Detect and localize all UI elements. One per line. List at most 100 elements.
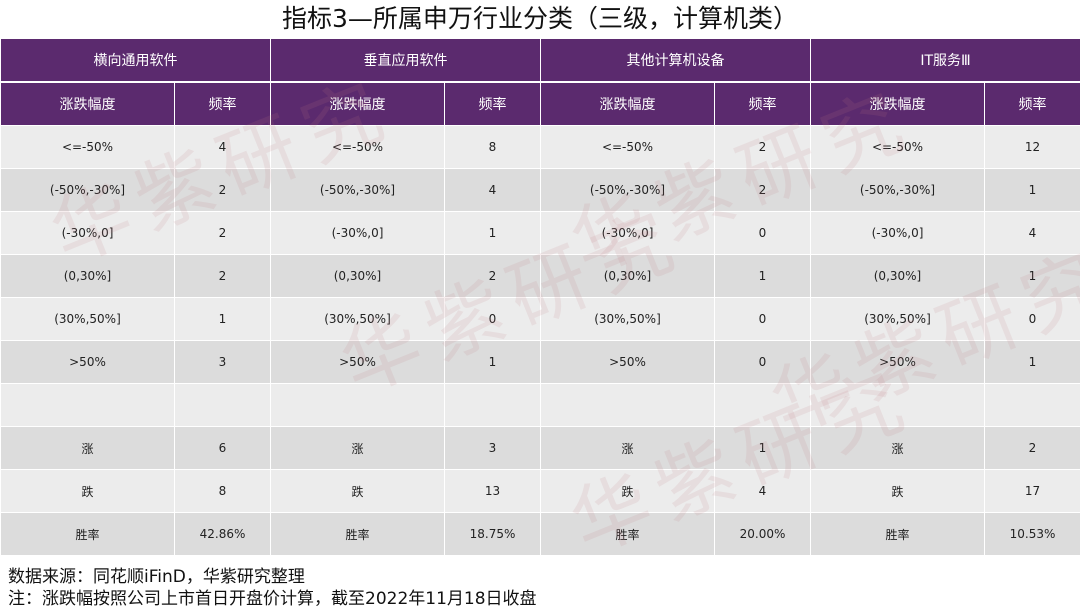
table-row: <=-50%4<=-50%8<=-50%2<=-50%12 <box>1 126 1080 169</box>
frequency-cell: 1 <box>715 427 811 470</box>
range-cell: 跌 <box>1 470 175 513</box>
frequency-cell: 3 <box>175 341 271 384</box>
frequency-cell: 6 <box>175 427 271 470</box>
frequency-cell: 12 <box>985 126 1080 169</box>
frequency-cell: 8 <box>175 470 271 513</box>
frequency-cell <box>985 384 1080 427</box>
range-cell: <=-50% <box>811 126 985 169</box>
range-cell: (-50%,-30%] <box>541 169 715 212</box>
frequency-cell: 2 <box>985 427 1080 470</box>
range-cell: 涨 <box>541 427 715 470</box>
range-cell: 涨 <box>1 427 175 470</box>
table-row: (30%,50%]1(30%,50%]0(30%,50%]0(30%,50%]0 <box>1 298 1080 341</box>
frequency-cell: 18.75% <box>445 513 541 556</box>
range-cell: (0,30%] <box>271 255 445 298</box>
frequency-cell <box>175 384 271 427</box>
group-header-row: 横向通用软件 垂直应用软件 其他计算机设备 IT服务Ⅲ <box>1 39 1080 83</box>
subheader-frequency: 频率 <box>445 82 541 126</box>
subheader-range: 涨跌幅度 <box>811 82 985 126</box>
frequency-cell: 2 <box>175 255 271 298</box>
data-table: 横向通用软件 垂直应用软件 其他计算机设备 IT服务Ⅲ 涨跌幅度 频率 涨跌幅度… <box>0 38 1080 556</box>
subheader-range: 涨跌幅度 <box>1 82 175 126</box>
range-cell: 胜率 <box>541 513 715 556</box>
frequency-cell: 0 <box>985 298 1080 341</box>
table-row: (0,30%]2(0,30%]2(0,30%]1(0,30%]1 <box>1 255 1080 298</box>
range-cell: <=-50% <box>1 126 175 169</box>
table-row: (-50%,-30%]2(-50%,-30%]4(-50%,-30%]2(-50… <box>1 169 1080 212</box>
range-cell <box>271 384 445 427</box>
range-cell: 胜率 <box>1 513 175 556</box>
calculation-note: 注：涨跌幅按照公司上市首日开盘价计算，截至2022年11月18日收盘 <box>8 584 537 609</box>
frequency-cell: 0 <box>715 212 811 255</box>
frequency-cell: 0 <box>715 341 811 384</box>
frequency-cell: 4 <box>445 169 541 212</box>
page-title: 指标3—所属申万行业分类（三级，计算机类） <box>0 0 1080 38</box>
frequency-cell: 1 <box>175 298 271 341</box>
range-cell: 跌 <box>271 470 445 513</box>
subheader-frequency: 频率 <box>175 82 271 126</box>
frequency-cell: 17 <box>985 470 1080 513</box>
frequency-cell: 2 <box>175 212 271 255</box>
range-cell <box>1 384 175 427</box>
range-cell: (-50%,-30%] <box>271 169 445 212</box>
table-row <box>1 384 1080 427</box>
frequency-cell: 13 <box>445 470 541 513</box>
subheader-frequency: 频率 <box>985 82 1080 126</box>
range-cell: 涨 <box>271 427 445 470</box>
range-cell: <=-50% <box>541 126 715 169</box>
range-cell: >50% <box>1 341 175 384</box>
range-cell: (30%,50%] <box>811 298 985 341</box>
range-cell: (0,30%] <box>541 255 715 298</box>
frequency-cell: 4 <box>985 212 1080 255</box>
frequency-cell: 2 <box>445 255 541 298</box>
range-cell: >50% <box>811 341 985 384</box>
range-cell: <=-50% <box>271 126 445 169</box>
range-cell: 跌 <box>811 470 985 513</box>
range-cell: (-50%,-30%] <box>1 169 175 212</box>
range-cell: 跌 <box>541 470 715 513</box>
frequency-cell: 1 <box>445 341 541 384</box>
frequency-cell: 1 <box>985 255 1080 298</box>
frequency-cell: 3 <box>445 427 541 470</box>
range-cell: >50% <box>271 341 445 384</box>
frequency-cell: 2 <box>175 169 271 212</box>
range-cell: 胜率 <box>271 513 445 556</box>
range-cell: (30%,50%] <box>1 298 175 341</box>
range-cell: (-30%,0] <box>811 212 985 255</box>
frequency-cell: 0 <box>715 298 811 341</box>
range-cell: (0,30%] <box>1 255 175 298</box>
group-header-horizontal-software: 横向通用软件 <box>1 39 271 83</box>
subheader-row: 涨跌幅度 频率 涨跌幅度 频率 涨跌幅度 频率 涨跌幅度 频率 <box>1 82 1080 126</box>
frequency-cell: 2 <box>715 169 811 212</box>
group-header-it-services: IT服务Ⅲ <box>811 39 1080 83</box>
frequency-cell: 1 <box>445 212 541 255</box>
frequency-cell <box>715 384 811 427</box>
range-cell: (-30%,0] <box>541 212 715 255</box>
frequency-cell: 20.00% <box>715 513 811 556</box>
range-cell <box>541 384 715 427</box>
range-cell: >50% <box>541 341 715 384</box>
group-header-vertical-software: 垂直应用软件 <box>271 39 541 83</box>
table-row: (-30%,0]2(-30%,0]1(-30%,0]0(-30%,0]4 <box>1 212 1080 255</box>
frequency-cell: 8 <box>445 126 541 169</box>
range-cell: (-30%,0] <box>271 212 445 255</box>
range-cell: 胜率 <box>811 513 985 556</box>
frequency-cell: 1 <box>985 341 1080 384</box>
range-cell: (-50%,-30%] <box>811 169 985 212</box>
range-cell: (0,30%] <box>811 255 985 298</box>
range-cell <box>811 384 985 427</box>
frequency-cell <box>445 384 541 427</box>
frequency-cell: 10.53% <box>985 513 1080 556</box>
group-header-other-computer-equipment: 其他计算机设备 <box>541 39 811 83</box>
subheader-frequency: 频率 <box>715 82 811 126</box>
range-cell: (-30%,0] <box>1 212 175 255</box>
range-cell: 涨 <box>811 427 985 470</box>
frequency-cell: 0 <box>445 298 541 341</box>
frequency-cell: 1 <box>985 169 1080 212</box>
frequency-cell: 4 <box>715 470 811 513</box>
range-cell: (30%,50%] <box>541 298 715 341</box>
frequency-cell: 1 <box>715 255 811 298</box>
frequency-cell: 4 <box>175 126 271 169</box>
